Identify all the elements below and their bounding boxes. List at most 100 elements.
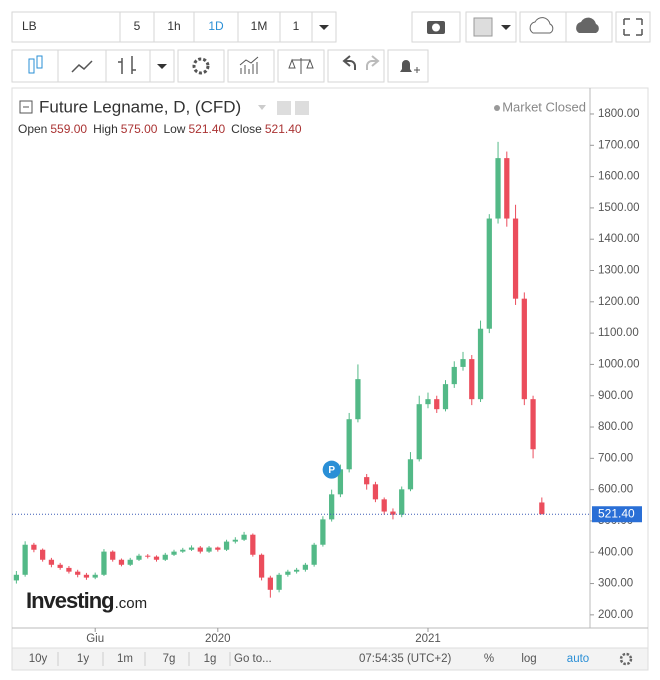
candle-body bbox=[416, 404, 422, 460]
symbol-box[interactable] bbox=[11, 11, 121, 43]
camera-lens bbox=[432, 23, 440, 32]
annotation-marker bbox=[322, 460, 341, 479]
y-tick-label: 1400.00 bbox=[598, 233, 640, 245]
status-dot bbox=[494, 105, 500, 111]
y-tick-label: 1300.00 bbox=[598, 265, 640, 277]
candle-body bbox=[425, 399, 431, 405]
log-toggle[interactable]: log bbox=[521, 653, 536, 665]
range-button[interactable]: 7g bbox=[163, 653, 176, 665]
candle-body bbox=[258, 554, 265, 578]
compare-button[interactable] bbox=[277, 49, 325, 83]
candle-body bbox=[521, 298, 527, 400]
collapse-icon[interactable] bbox=[19, 100, 33, 114]
bars-button[interactable] bbox=[105, 49, 151, 83]
range-button[interactable]: 1m bbox=[117, 653, 133, 665]
multiplier: 1 bbox=[293, 19, 300, 33]
candle-body bbox=[329, 494, 335, 520]
candle-body bbox=[162, 554, 168, 560]
y-tick-label: 1100.00 bbox=[598, 327, 639, 339]
y-tick-label: 1000.00 bbox=[598, 358, 640, 370]
candle-icon bbox=[28, 58, 35, 74]
candle-body bbox=[75, 571, 81, 575]
candle-body bbox=[223, 541, 230, 550]
indicators-button[interactable] bbox=[227, 49, 275, 83]
redo-icon bbox=[366, 55, 380, 70]
auto-toggle[interactable]: auto bbox=[567, 653, 589, 665]
ohlc-legend: Open 559.00 High 575.00 Low 521.40 Close 521.40 bbox=[18, 122, 302, 136]
settings-icon[interactable] bbox=[619, 652, 633, 666]
x-tick-label: 2020 bbox=[205, 633, 231, 645]
y-tick-label: 800.00 bbox=[598, 421, 633, 433]
y-tick-label: 200.00 bbox=[598, 609, 633, 621]
load-button[interactable] bbox=[519, 11, 567, 43]
watermark-brand: Investing bbox=[26, 588, 114, 613]
candle-body bbox=[13, 574, 20, 581]
fullscreen-button[interactable] bbox=[615, 11, 651, 43]
range-button[interactable]: 1y bbox=[77, 653, 89, 665]
interval-button[interactable] bbox=[119, 11, 155, 43]
y-tick-label: 1800.00 bbox=[598, 108, 640, 120]
bars-icon bbox=[118, 56, 136, 74]
eye-icon[interactable] bbox=[277, 101, 291, 115]
candles-button[interactable] bbox=[11, 49, 59, 83]
scale-icon bbox=[288, 58, 314, 74]
watermark-suffix: .com bbox=[115, 595, 148, 612]
candle-body bbox=[451, 366, 457, 385]
candle-body bbox=[355, 379, 361, 420]
interval-button[interactable] bbox=[153, 11, 195, 43]
y-tick-label: 400.00 bbox=[598, 546, 633, 558]
candle-body bbox=[57, 564, 63, 568]
line-button[interactable] bbox=[57, 49, 107, 83]
multiplier-box[interactable] bbox=[279, 11, 313, 43]
candle-body bbox=[197, 547, 203, 552]
candle-body bbox=[337, 469, 344, 495]
candle-body bbox=[276, 574, 282, 590]
candle-body bbox=[504, 158, 510, 219]
indicators-icon bbox=[239, 56, 259, 74]
candle-body bbox=[250, 534, 256, 555]
chart-title: Future Legname, D, (CFD) bbox=[39, 97, 241, 116]
interval: 1h bbox=[167, 19, 180, 33]
legend-name: Close bbox=[231, 122, 262, 136]
candle-body bbox=[469, 359, 475, 400]
legend-value: 521.40 bbox=[188, 122, 225, 136]
candle-body bbox=[101, 551, 107, 575]
candle-body bbox=[390, 511, 396, 515]
y-tick-label: 900.00 bbox=[598, 390, 633, 402]
goto[interactable]: Go to... bbox=[234, 653, 272, 665]
candle-body bbox=[346, 419, 352, 470]
cloud-down bbox=[529, 17, 554, 34]
candle-body bbox=[311, 544, 317, 565]
candle-body bbox=[381, 499, 387, 512]
candle-body bbox=[145, 555, 151, 557]
y-tick-label: 700.00 bbox=[598, 452, 633, 464]
color-swatch bbox=[473, 17, 493, 37]
candle-body bbox=[364, 477, 370, 485]
y-tick-label: 1200.00 bbox=[598, 296, 640, 308]
fullscreen-icon bbox=[623, 18, 643, 36]
toolbar-tools bbox=[11, 49, 429, 83]
chart-panel bbox=[11, 87, 649, 649]
legend-name: Low bbox=[163, 122, 185, 136]
range-button[interactable]: 10y bbox=[29, 653, 48, 665]
candle-body bbox=[171, 551, 177, 555]
candle-body bbox=[539, 502, 545, 515]
candle-body bbox=[495, 158, 501, 219]
candle-body bbox=[512, 218, 519, 299]
last-price-label: 521.40 bbox=[598, 506, 635, 520]
candle-body bbox=[188, 547, 195, 550]
toolbar-top: LB 5 1h 1D 1M 1 bbox=[11, 11, 651, 43]
y-tick-label: 1600.00 bbox=[598, 171, 640, 183]
legend-name: High bbox=[93, 122, 118, 136]
settings-button[interactable] bbox=[177, 49, 225, 83]
candle-body bbox=[110, 551, 116, 560]
interval-button[interactable] bbox=[237, 11, 281, 43]
candle-body bbox=[320, 519, 326, 545]
candle-body bbox=[460, 359, 466, 367]
range-button[interactable]: 1g bbox=[204, 653, 217, 665]
percent-toggle[interactable]: % bbox=[484, 653, 494, 665]
x-tick-label: 2021 bbox=[415, 633, 441, 645]
settings-icon[interactable] bbox=[295, 101, 309, 115]
candle-body bbox=[206, 547, 212, 552]
y-tick-label: 300.00 bbox=[598, 578, 633, 590]
